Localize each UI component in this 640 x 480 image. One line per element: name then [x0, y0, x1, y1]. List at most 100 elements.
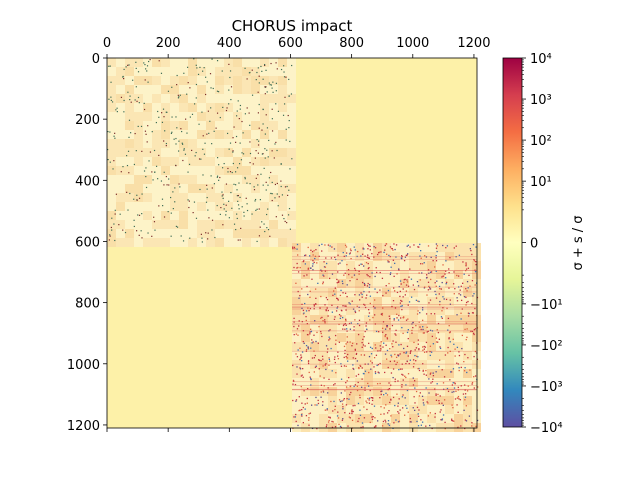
- heatmap-point: [464, 396, 467, 398]
- heatmap-cell: [179, 211, 188, 220]
- heatmap-point: [175, 165, 177, 167]
- heatmap-point: [456, 404, 458, 406]
- heatmap-point: [401, 326, 403, 329]
- heatmap-point: [168, 184, 170, 186]
- heatmap-cell: [364, 306, 373, 315]
- heatmap-point: [411, 323, 413, 325]
- heatmap-point: [264, 93, 266, 95]
- heatmap-point: [430, 278, 432, 281]
- heatmap-point: [413, 244, 415, 246]
- heatmap-cell: [260, 76, 269, 85]
- heatmap-point: [285, 139, 287, 141]
- heatmap-cell: [445, 306, 454, 315]
- heatmap-cell: [188, 220, 197, 229]
- heatmap-point: [230, 191, 232, 194]
- heatmap-point: [313, 250, 315, 252]
- heatmap-cell: [269, 193, 278, 202]
- heatmap-point: [417, 310, 419, 312]
- heatmap-point: [151, 171, 153, 173]
- heatmap-point: [325, 297, 328, 299]
- heatmap-point: [120, 171, 122, 173]
- heatmap-point: [428, 302, 430, 304]
- heatmap-cell: [472, 405, 481, 414]
- heatmap-point: [461, 347, 463, 350]
- heatmap-cell: [319, 360, 328, 369]
- heatmap-point: [403, 281, 405, 284]
- heatmap-point: [331, 273, 334, 275]
- heatmap-point: [300, 354, 302, 356]
- heatmap-point: [425, 313, 428, 315]
- heatmap-point: [425, 374, 428, 376]
- heatmap-point: [158, 205, 160, 207]
- heatmap-point: [444, 421, 446, 424]
- heatmap-point: [158, 116, 160, 118]
- heatmap-cell: [107, 76, 116, 85]
- heatmap-cell: [152, 121, 161, 130]
- heatmap-point: [127, 64, 129, 66]
- heatmap-cell: [179, 58, 188, 67]
- heatmap-cell: [269, 139, 278, 148]
- heatmap-point: [324, 320, 326, 323]
- heatmap-point: [228, 63, 230, 66]
- heatmap-cell: [206, 58, 215, 67]
- heatmap-point: [335, 297, 338, 299]
- heatmap-point: [216, 112, 219, 114]
- heatmap-point: [393, 243, 395, 245]
- heatmap-point: [298, 396, 300, 398]
- heatmap-point: [472, 312, 475, 314]
- heatmap-point: [474, 269, 476, 271]
- heatmap-point: [138, 197, 141, 199]
- heatmap-point: [299, 409, 301, 411]
- heatmap-point: [373, 366, 375, 368]
- heatmap-point: [385, 358, 388, 360]
- heatmap-point: [442, 382, 445, 384]
- heatmap-cell: [373, 243, 382, 252]
- heatmap-point: [181, 143, 184, 145]
- heatmap-cell: [206, 229, 215, 238]
- heatmap-point: [376, 271, 378, 274]
- heatmap-point: [405, 254, 408, 257]
- heatmap-point: [235, 184, 237, 186]
- heatmap-point: [329, 245, 331, 247]
- heatmap-point: [162, 108, 165, 110]
- heatmap-point: [112, 168, 114, 170]
- heatmap-point: [271, 108, 273, 110]
- heatmap-point: [395, 256, 397, 258]
- heatmap-point: [418, 246, 420, 248]
- heatmap-point: [140, 230, 142, 232]
- heatmap-point: [408, 362, 410, 365]
- heatmap-point: [406, 345, 409, 348]
- heatmap-point: [324, 244, 326, 246]
- heatmap-point: [367, 397, 369, 400]
- heatmap-point: [153, 149, 156, 152]
- heatmap-point: [316, 427, 318, 430]
- heatmap-point: [456, 314, 458, 316]
- heatmap-point: [174, 187, 176, 189]
- heatmap-point: [344, 328, 346, 330]
- heatmap-point: [426, 401, 428, 403]
- heatmap-cell: [445, 279, 454, 288]
- heatmap-cell: [463, 252, 472, 261]
- heatmap-cell: [337, 414, 346, 423]
- heatmap-point: [441, 310, 443, 312]
- heatmap-cell: [445, 270, 454, 279]
- heatmap-cell: [319, 297, 328, 306]
- heatmap-cell: [400, 261, 409, 270]
- heatmap-cell: [260, 67, 269, 76]
- heatmap-point: [189, 116, 191, 118]
- heatmap-point: [265, 181, 267, 183]
- heatmap-point: [387, 388, 389, 391]
- heatmap-point: [305, 350, 308, 352]
- heatmap-point: [267, 184, 269, 186]
- heatmap-point: [179, 94, 181, 96]
- heatmap-point: [267, 156, 269, 158]
- heatmap-point: [359, 364, 361, 367]
- heatmap-cell: [215, 121, 224, 130]
- heatmap-cell: [143, 166, 152, 175]
- heatmap-cell: [188, 67, 197, 76]
- heatmap-cell: [161, 67, 170, 76]
- heatmap-point: [349, 341, 351, 343]
- heatmap-cell: [301, 297, 310, 306]
- heatmap-point: [326, 298, 329, 301]
- heatmap-point: [403, 278, 405, 281]
